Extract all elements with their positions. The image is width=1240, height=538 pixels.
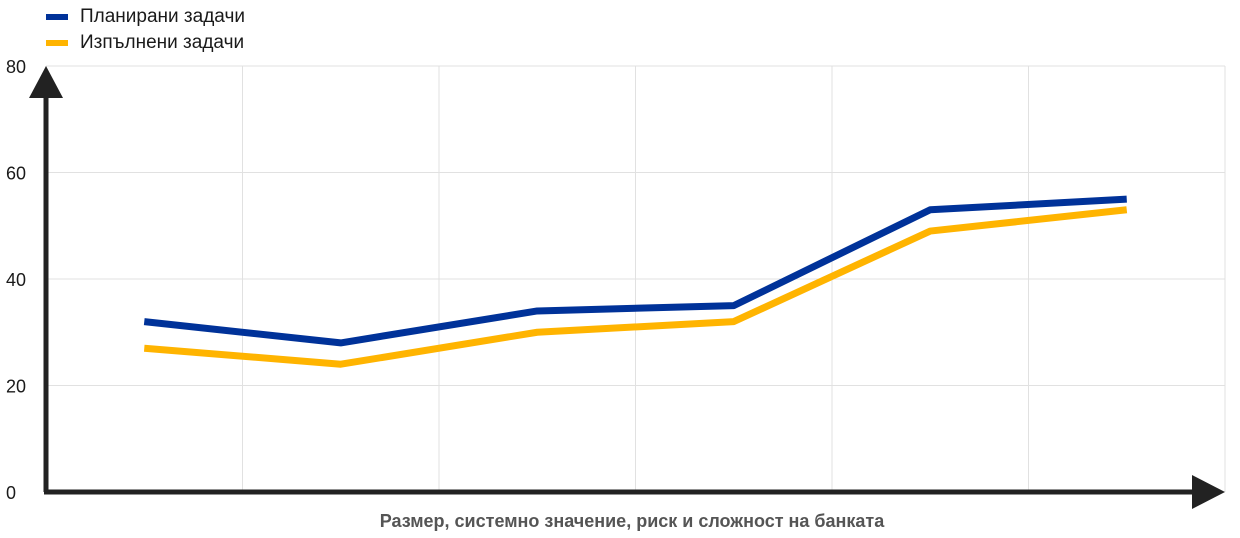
series-line-completed [143,206,1128,368]
series-line-planned [143,195,1127,347]
x-axis-label: Размер, системно значение, риск и сложно… [380,511,886,531]
y-tick-label: 60 [6,164,26,184]
legend-swatch-planned [46,14,68,20]
y-axis-arrow [29,66,63,98]
chart-legend: Планирани задачи Изпълнени задачи [46,4,245,56]
axes [29,66,1225,509]
y-tick-labels: 0 20 40 60 80 [6,57,26,503]
grid-lines [45,65,1226,492]
legend-item-planned: Планирани задачи [46,4,245,30]
series-lines [143,195,1128,368]
legend-label-planned: Планирани задачи [80,6,245,27]
y-tick-label: 80 [6,57,26,77]
y-tick-label: 40 [6,270,26,290]
y-tick-label: 0 [6,483,16,503]
legend-item-completed: Изпълнени задачи [46,30,245,56]
x-axis-arrow [1192,475,1225,509]
legend-swatch-completed [46,40,68,46]
y-tick-label: 20 [6,377,26,397]
legend-label-completed: Изпълнени задачи [80,32,245,53]
